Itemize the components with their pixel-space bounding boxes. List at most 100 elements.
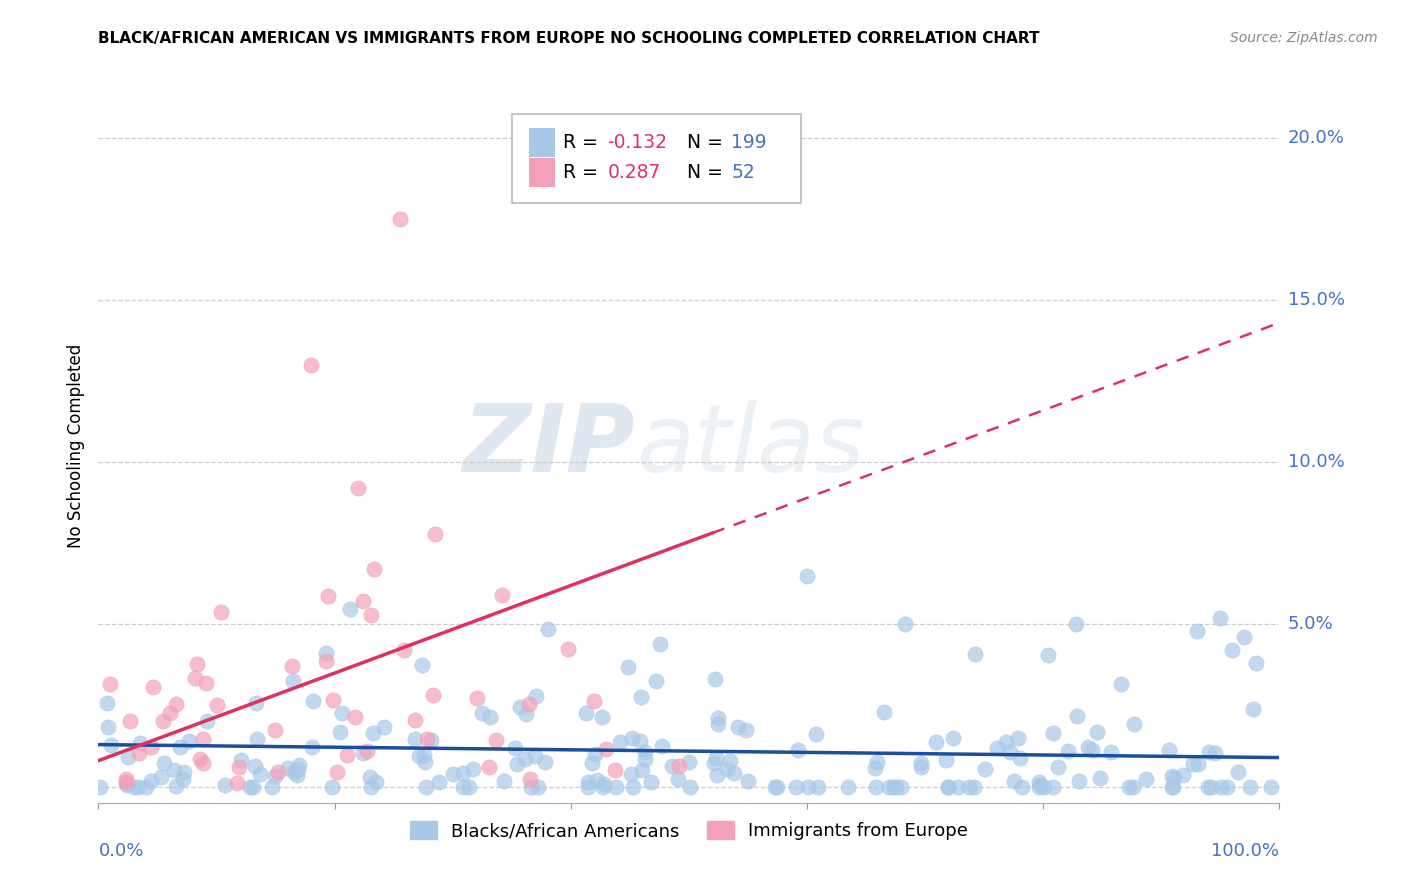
Point — [703, 756, 725, 771]
Point — [877, 780, 900, 794]
Point — [645, 673, 668, 688]
Point — [1239, 780, 1261, 794]
Point — [415, 780, 437, 794]
FancyBboxPatch shape — [512, 114, 801, 203]
Point — [404, 731, 426, 746]
Point — [249, 767, 271, 781]
Point — [890, 780, 912, 794]
Point — [807, 780, 830, 794]
Point — [678, 755, 700, 769]
Text: 15.0%: 15.0% — [1288, 291, 1344, 309]
Point — [1209, 611, 1232, 625]
Point — [451, 766, 474, 780]
Point — [277, 761, 299, 775]
Point — [458, 780, 481, 794]
Point — [1099, 746, 1122, 760]
Text: atlas: atlas — [636, 401, 865, 491]
Point — [461, 762, 484, 776]
Point — [737, 773, 759, 788]
Point — [322, 693, 344, 707]
Point — [423, 526, 446, 541]
Point — [315, 647, 337, 661]
Point — [998, 745, 1021, 759]
Point — [1007, 731, 1029, 745]
FancyBboxPatch shape — [530, 128, 555, 157]
Point — [706, 716, 728, 731]
Point — [356, 744, 378, 758]
Point — [478, 760, 501, 774]
Point — [882, 780, 904, 794]
Point — [1011, 780, 1033, 794]
Point — [191, 756, 214, 770]
Point — [1220, 643, 1243, 657]
Text: 52: 52 — [731, 163, 755, 182]
Point — [360, 608, 382, 623]
Point — [936, 780, 959, 794]
Point — [948, 780, 970, 794]
Point — [1198, 745, 1220, 759]
Point — [634, 752, 657, 766]
Point — [1057, 744, 1080, 758]
Text: ZIP: ZIP — [463, 400, 636, 492]
Point — [1209, 780, 1232, 794]
Point — [634, 745, 657, 759]
Point — [321, 780, 343, 794]
Text: 100.0%: 100.0% — [1212, 842, 1279, 860]
Point — [197, 714, 219, 728]
Point — [1187, 756, 1209, 771]
Point — [1157, 743, 1180, 757]
Point — [942, 731, 965, 745]
Text: 0.287: 0.287 — [607, 163, 661, 182]
Point — [1199, 780, 1222, 794]
Point — [837, 780, 859, 794]
Point — [735, 723, 758, 737]
Point — [707, 710, 730, 724]
Point — [506, 756, 529, 771]
Point — [716, 763, 738, 777]
Point — [162, 764, 184, 778]
Point — [650, 637, 672, 651]
Point — [766, 780, 789, 794]
Point — [1066, 616, 1088, 631]
Point — [534, 755, 557, 769]
Point — [1028, 778, 1050, 792]
Point — [578, 775, 600, 789]
Point — [1122, 717, 1144, 731]
Point — [1028, 775, 1050, 789]
Point — [343, 710, 366, 724]
Point — [451, 780, 474, 794]
Point — [582, 694, 605, 708]
Point — [863, 761, 886, 775]
Point — [195, 675, 218, 690]
Point — [651, 739, 673, 753]
Point — [1032, 780, 1054, 794]
Point — [128, 746, 150, 760]
Point — [1135, 772, 1157, 786]
Point — [1042, 780, 1064, 794]
Point — [139, 739, 162, 754]
Point — [631, 763, 654, 777]
Point — [934, 753, 956, 767]
Point — [478, 710, 501, 724]
Point — [245, 696, 267, 710]
Point — [1197, 780, 1219, 794]
Point — [718, 754, 741, 768]
Point — [404, 713, 426, 727]
Point — [135, 780, 157, 794]
Point — [127, 780, 149, 794]
Point — [910, 756, 932, 770]
Point — [352, 746, 374, 760]
Point — [117, 750, 139, 764]
Point — [517, 697, 540, 711]
Point — [225, 776, 247, 790]
Point — [1216, 780, 1239, 794]
Point — [1244, 657, 1267, 671]
Point — [229, 753, 252, 767]
Point — [243, 759, 266, 773]
Point — [1085, 724, 1108, 739]
Text: N =: N = — [675, 163, 728, 182]
Point — [413, 755, 436, 769]
Point — [142, 680, 165, 694]
Point — [336, 747, 359, 762]
Point — [494, 774, 516, 789]
